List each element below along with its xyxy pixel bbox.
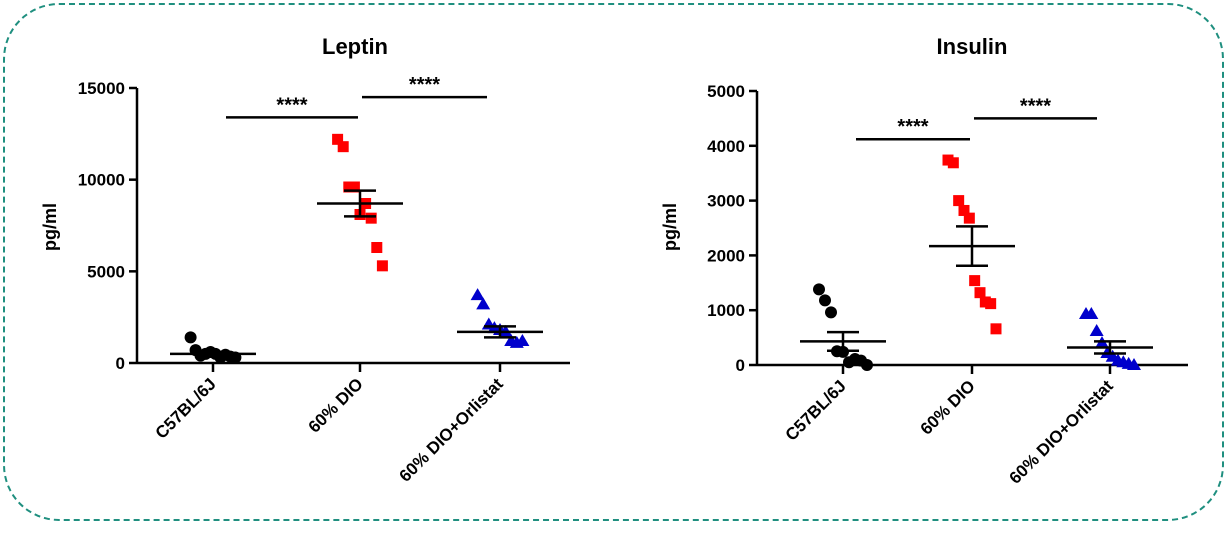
leptin-significance: **** **** (226, 74, 487, 119)
leptin-y-tick-label: 5000 (87, 262, 125, 281)
leptin-y-ticks: 0 5000 10000 15000 (78, 79, 137, 373)
insulin-mean-sem (800, 225, 1153, 355)
insulin-point-square (947, 157, 959, 169)
leptin-point-square (343, 181, 355, 193)
insulin-point-square (953, 195, 965, 207)
leptin-x-category-label: C57BL/6J (152, 374, 220, 442)
insulin-y-tick-label: 5000 (707, 82, 745, 101)
insulin-y-tick-label: 3000 (707, 192, 745, 211)
insulin-point-square (958, 204, 970, 216)
insulin-significance: **** **** (856, 95, 1097, 141)
insulin-point-circle (819, 294, 831, 307)
insulin-x-categories: C57BL/6J 60% DIO 60% DIO+Orlistat (782, 365, 1117, 488)
insulin-point-circle (813, 283, 825, 296)
leptin-y-tick-label: 10000 (78, 171, 125, 190)
leptin-point-square (365, 212, 377, 224)
leptin-point-square (348, 181, 360, 193)
insulin-point-square (963, 212, 975, 224)
leptin-point-square (337, 141, 349, 153)
leptin-point-square (371, 242, 383, 253)
leptin-point-square (332, 133, 344, 145)
dashed-rounded-border (3, 3, 1224, 521)
insulin-x-category-label: 60% DIO (917, 376, 979, 438)
insulin-y-axis-label: pg/ml (660, 203, 680, 251)
insulin-point-triangle (1127, 358, 1141, 370)
leptin-point-triangle (476, 297, 491, 310)
insulin-point-circle (861, 359, 873, 371)
insulin-y-ticks: 0 1000 2000 3000 4000 5000 (707, 82, 757, 375)
leptin-point-circle (184, 331, 197, 344)
leptin-data-points (184, 133, 530, 364)
leptin-x-categories: C57BL/6J 60% DIO 60% DIO+Orlistat (152, 363, 507, 486)
leptin-point-square (376, 260, 388, 272)
leptin-x-category-label: 60% DIO (305, 374, 367, 436)
leptin-y-tick-label: 15000 (78, 79, 125, 98)
insulin-title: Insulin (937, 34, 1008, 59)
insulin-y-tick-label: 0 (736, 356, 745, 375)
leptin-y-axis-label: pg/ml (40, 203, 60, 251)
insulin-data-points (813, 154, 1141, 371)
insulin-y-tick-label: 1000 (707, 301, 745, 320)
insulin-y-tick-label: 4000 (707, 137, 745, 156)
insulin-point-square (969, 275, 981, 287)
leptin-y-tick-label: 0 (116, 354, 125, 373)
insulin-point-triangle (1089, 324, 1104, 337)
insulin-significance-label: **** (1020, 95, 1051, 117)
leptin-point-triangle (515, 334, 530, 346)
leptin-title: Leptin (322, 34, 388, 59)
leptin-significance-label: **** (276, 94, 307, 116)
leptin-mean-sem (170, 189, 543, 357)
insulin-point-square (974, 287, 986, 299)
insulin-point-square (985, 298, 997, 310)
leptin-panel: Leptin pg/ml 0 5000 10000 15000 C57BL/6J 60%… (40, 34, 570, 486)
insulin-y-tick-label: 2000 (707, 246, 745, 265)
leptin-significance-label: **** (409, 74, 440, 96)
insulin-x-category-label: C57BL/6J (782, 376, 850, 444)
insulin-point-square (990, 323, 1002, 335)
leptin-x-category-label: 60% DIO+Orlistat (396, 374, 508, 486)
insulin-point-triangle (1084, 307, 1099, 320)
insulin-x-category-label: 60% DIO+Orlistat (1006, 376, 1118, 488)
leptin-axes (135, 88, 570, 365)
insulin-significance-label: **** (897, 116, 928, 138)
insulin-point-circle (825, 306, 837, 319)
leptin-point-triangle (470, 288, 485, 301)
insulin-panel: Insulin pg/ml 0 1000 2000 3000 4000 5000 C57B… (660, 34, 1188, 488)
